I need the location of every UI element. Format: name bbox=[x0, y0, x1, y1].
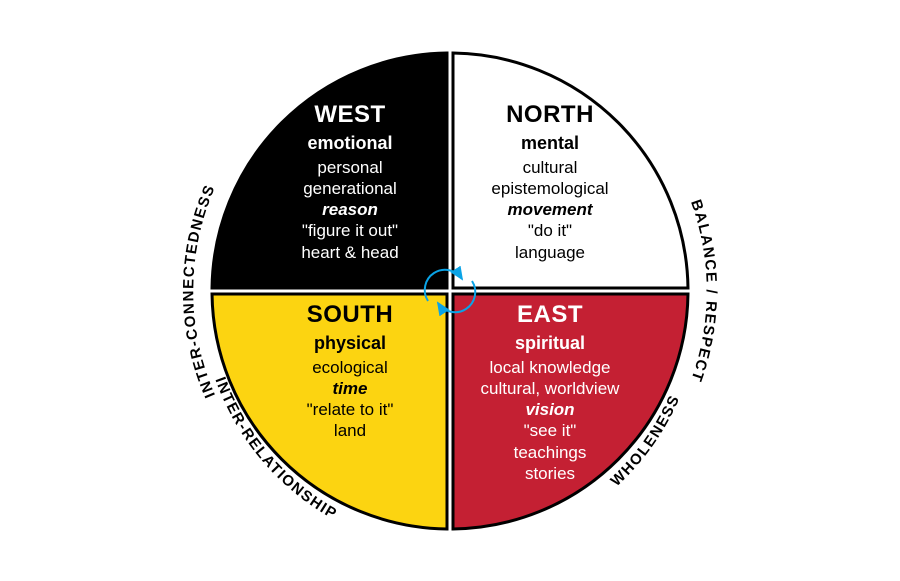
quadrant-nw bbox=[212, 53, 447, 288]
quadrant-se bbox=[453, 294, 688, 529]
quadrant-ne bbox=[453, 53, 688, 288]
arc-label-ne: BALANCE / RESPECT bbox=[687, 197, 720, 384]
diagram-stage: INTER-CONNECTEDNESS BALANCE / RESPECT WH… bbox=[0, 0, 900, 581]
arc-label-nw: INTER-CONNECTEDNESS bbox=[180, 181, 219, 400]
medicine-wheel: INTER-CONNECTEDNESS BALANCE / RESPECT WH… bbox=[170, 11, 730, 571]
quadrant-sw bbox=[212, 294, 447, 529]
